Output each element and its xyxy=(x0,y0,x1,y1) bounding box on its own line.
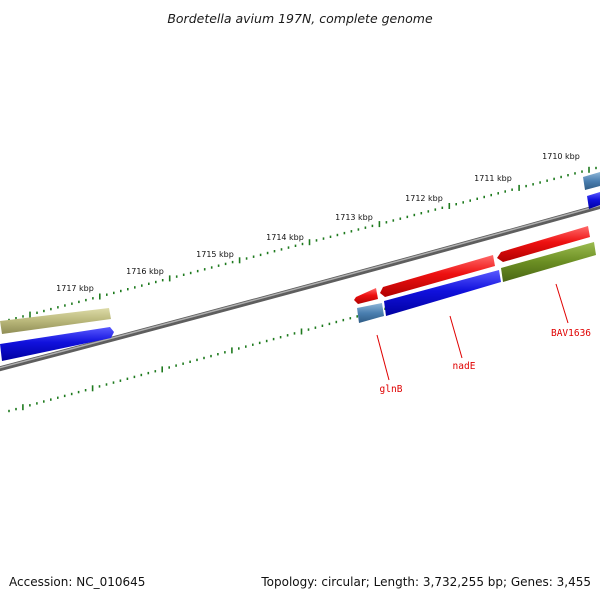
gene-feature-khaki-left[interactable] xyxy=(0,308,111,334)
gene-feature-blue-left[interactable] xyxy=(0,327,114,361)
scale-label-1716: 1716 kbp xyxy=(126,267,164,276)
scale-label-1714: 1714 kbp xyxy=(266,233,304,242)
gene-label-nadE: nadE xyxy=(453,361,476,372)
scale-label-1713: 1713 kbp xyxy=(335,213,373,222)
scale-label-1710: 1710 kbp xyxy=(542,152,580,161)
genome-summary-text: Topology: circular; Length: 3,732,255 bp… xyxy=(260,575,591,589)
genome-backbone-highlight xyxy=(0,204,600,369)
gene-feature-steel-glnB[interactable] xyxy=(357,303,384,323)
leader-line-nadE xyxy=(449,315,463,359)
outer-scale-ticks xyxy=(8,166,597,322)
map-title: Bordetella avium 197N, complete genome xyxy=(167,11,433,26)
scale-label-1715: 1715 kbp xyxy=(196,250,234,259)
gene-feature-steel-edge[interactable] xyxy=(583,172,600,190)
scale-label-1717: 1717 kbp xyxy=(56,284,94,293)
accession-text: Accession: NC_010645 xyxy=(9,575,145,589)
gene-label-glnB: glnB xyxy=(380,384,403,395)
gene-feature-red-right[interactable] xyxy=(497,226,590,262)
gene-feature-red-nadE[interactable] xyxy=(380,255,495,297)
gene-label-BAV1636: BAV1636 xyxy=(551,328,591,339)
scale-label-1712: 1712 kbp xyxy=(405,194,443,203)
gene-feature-olive-BAV1636[interactable] xyxy=(501,242,596,282)
scale-label-1711: 1711 kbp xyxy=(474,174,512,183)
gene-feature-blue-nadE[interactable] xyxy=(384,270,501,316)
gene-feature-red-small[interactable] xyxy=(354,288,378,304)
genome-backbone xyxy=(0,203,600,372)
leader-line-glnB xyxy=(376,334,390,381)
gene-feature-blue-edge[interactable] xyxy=(587,192,600,209)
leader-line-BAV1636 xyxy=(555,283,569,324)
